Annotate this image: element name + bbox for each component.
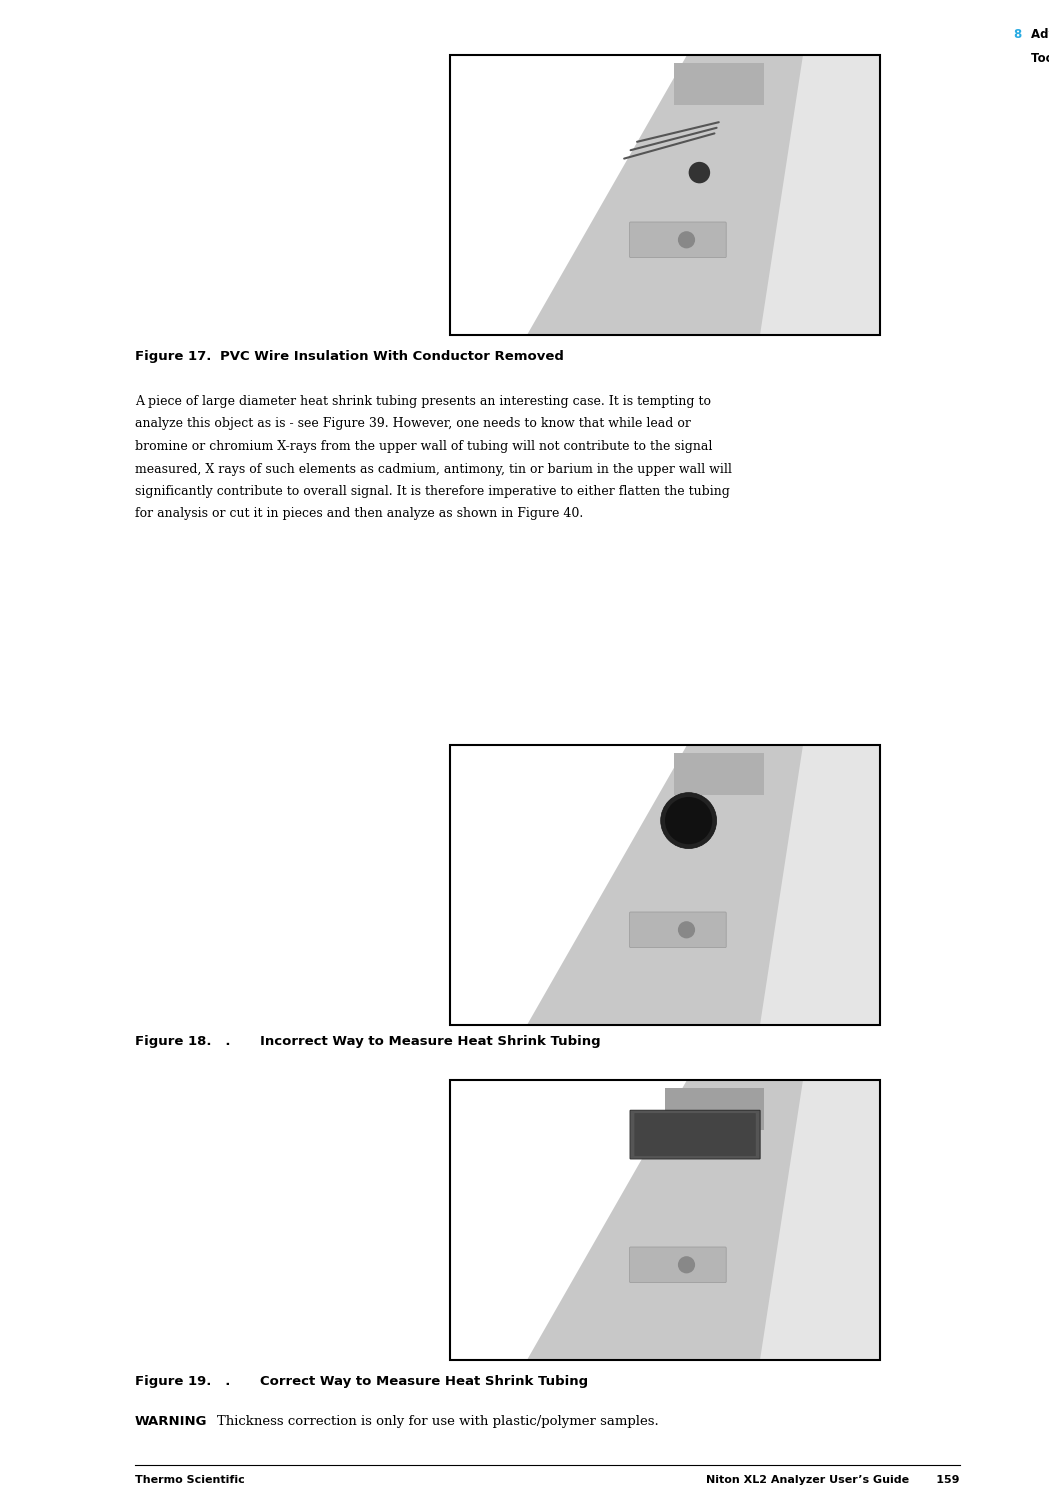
FancyBboxPatch shape [629, 913, 726, 947]
Text: significantly contribute to overall signal. It is therefore imperative to either: significantly contribute to overall sign… [135, 485, 730, 498]
Text: Figure 18.   .: Figure 18. . [135, 1035, 231, 1048]
Circle shape [661, 792, 716, 848]
Bar [450, 745, 880, 1026]
Text: Figure 19.   .: Figure 19. . [135, 1375, 231, 1389]
Text: for analysis or cut it in pieces and then analyze as shown in Figure 40.: for analysis or cut it in pieces and the… [135, 508, 583, 521]
Text: Figure 17.: Figure 17. [135, 349, 212, 363]
Text: Incorrect Way to Measure Heat Shrink Tubing: Incorrect Way to Measure Heat Shrink Tub… [260, 1035, 601, 1048]
Text: bromine or chromium X-rays from the upper wall of tubing will not contribute to : bromine or chromium X-rays from the uppe… [135, 440, 712, 453]
Text: A piece of large diameter heat shrink tubing presents an interesting case. It is: A piece of large diameter heat shrink tu… [135, 395, 711, 408]
Bar [450, 1080, 880, 1360]
Polygon shape [759, 1080, 880, 1360]
Polygon shape [673, 753, 764, 795]
Text: WARNING: WARNING [135, 1416, 208, 1428]
Text: 8: 8 [1014, 29, 1031, 41]
Text: Niton XL2 Analyzer User’s Guide       159: Niton XL2 Analyzer User’s Guide 159 [706, 1474, 960, 1485]
Circle shape [678, 1256, 695, 1274]
Text: PVC Wire Insulation With Conductor Removed: PVC Wire Insulation With Conductor Remov… [220, 349, 564, 363]
Text: analyze this object as is - see Figure 39. However, one needs to know that while: analyze this object as is - see Figure 3… [135, 417, 691, 431]
Text: Thickness correction is only for use with plastic/polymer samples.: Thickness correction is only for use wit… [217, 1416, 659, 1428]
Bar [450, 56, 880, 334]
FancyBboxPatch shape [629, 1247, 726, 1283]
Bar [450, 56, 880, 334]
Text: measured, X rays of such elements as cadmium, antimony, tin or barium in the upp: measured, X rays of such elements as cad… [135, 462, 732, 476]
Polygon shape [665, 1089, 764, 1131]
Polygon shape [528, 1080, 880, 1360]
Circle shape [665, 797, 712, 845]
Circle shape [688, 161, 710, 184]
Circle shape [678, 922, 695, 938]
Polygon shape [528, 745, 880, 1026]
Circle shape [678, 232, 695, 248]
Bar [450, 1080, 880, 1360]
Polygon shape [528, 56, 880, 334]
FancyBboxPatch shape [629, 221, 726, 258]
Text: Correct Way to Measure Heat Shrink Tubing: Correct Way to Measure Heat Shrink Tubin… [260, 1375, 588, 1389]
Polygon shape [759, 745, 880, 1026]
Text: Advanced Settings: Advanced Settings [1031, 29, 1049, 41]
Polygon shape [673, 63, 764, 105]
Polygon shape [759, 56, 880, 334]
FancyBboxPatch shape [635, 1113, 755, 1157]
Text: Tools Menu Options: Tools Menu Options [1031, 53, 1049, 65]
Bar [450, 745, 880, 1026]
FancyBboxPatch shape [630, 1110, 761, 1160]
Text: Thermo Scientific: Thermo Scientific [135, 1474, 244, 1485]
